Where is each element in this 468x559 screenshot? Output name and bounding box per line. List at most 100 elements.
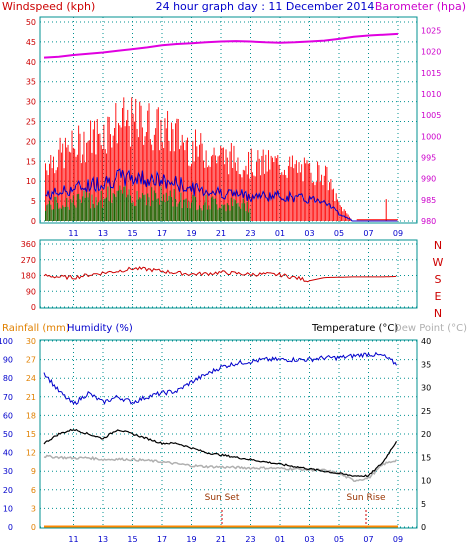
x-tick-label: 03: [304, 535, 314, 544]
humidity-tick-label: 0: [8, 523, 13, 532]
rainfall-tick-label: 30: [26, 337, 36, 346]
x-tick-label: 11: [68, 535, 78, 544]
windspeed-axis-title: Windspeed (kph): [2, 0, 95, 13]
y-tick-label: 20: [26, 137, 36, 146]
humidity-tick-label: 90: [3, 356, 13, 365]
y-tick-label: 10: [26, 177, 36, 186]
temperature-tick-label: 5: [421, 500, 426, 509]
compass-label: E: [435, 290, 442, 303]
x-tick-label: 05: [334, 535, 344, 544]
rainfall-tick-label: 27: [26, 356, 36, 365]
humidity-tick-label: 40: [3, 449, 13, 458]
temperature-tick-label: 30: [421, 384, 431, 393]
y-tick-label: 15: [26, 157, 36, 166]
x-tick-label: 15: [127, 229, 137, 238]
temperature-tick-label: 35: [421, 360, 431, 369]
y-tick-label: 45: [26, 38, 36, 47]
temperature-tick-label: 15: [421, 453, 431, 462]
x-tick-label: 07: [363, 535, 373, 544]
y-tick-label: 0: [31, 303, 36, 312]
compass-label: W: [433, 256, 444, 269]
x-tick-label: 21: [216, 229, 226, 238]
rainfall-axis-title: Rainfall (mm): [2, 323, 70, 334]
humidity-tick-label: 100: [0, 337, 13, 346]
x-tick-label: 23: [245, 229, 255, 238]
chart-title: 24 hour graph day : 11 December 2014: [156, 0, 375, 13]
rainfall-tick-label: 21: [26, 393, 36, 402]
barometer-line: [43, 32, 399, 59]
x-tick-label: 03: [304, 229, 314, 238]
humidity-tick-label: 70: [3, 393, 13, 402]
humidity-tick-label: 60: [3, 411, 13, 420]
x-tick-label: 01: [275, 535, 285, 544]
humidity-tick-label: 30: [3, 467, 13, 476]
y-tick-label: 985: [421, 196, 436, 205]
sunrise-label: Sun Rise: [347, 493, 386, 503]
temperature-tick-label: 25: [421, 407, 431, 416]
x-tick-label: 09: [393, 535, 403, 544]
temperature-axis-title: Temperature (°C): [311, 323, 398, 334]
wind-average-line: [45, 168, 398, 222]
plot-frame-2: [39, 239, 418, 309]
compass-label: N: [434, 307, 442, 320]
rainfall-tick-label: 15: [26, 430, 36, 439]
x-tick-label: 05: [334, 229, 344, 238]
humidity-tick-label: 20: [3, 486, 13, 495]
humidity-temperature-panel: 11 13 15 17 19 21 23 01 03 05 07 09 010203040506070…: [0, 337, 431, 544]
temperature-tick-label: 20: [421, 430, 431, 439]
compass-label: S: [435, 273, 442, 286]
x-tick-label: 23: [245, 535, 255, 544]
y-tick-label: 990: [421, 175, 436, 184]
humidity-tick-label: 10: [3, 504, 13, 513]
y-tick-label: 360: [21, 240, 36, 249]
temperature-tick-label: 0: [421, 523, 426, 532]
y-tick-label: 270: [21, 256, 36, 265]
y-tick-label: 90: [26, 287, 36, 296]
x-tick-label: 09: [393, 229, 403, 238]
x-tick-label: 21: [216, 535, 226, 544]
temperature-tick-label: 10: [421, 477, 431, 486]
temperature-tick-label: 40: [421, 337, 431, 346]
dewpoint-axis-title: Dew Point (°C): [394, 323, 467, 334]
rainfall-tick-label: 9: [31, 467, 36, 476]
y-tick-label: 180: [21, 272, 36, 281]
y-tick-label: 5: [31, 197, 36, 206]
rainfall-tick-label: 6: [31, 486, 36, 495]
x-tick-label: 01: [275, 229, 285, 238]
y-tick-label: 25: [26, 118, 36, 127]
x-tick-label: 19: [186, 535, 196, 544]
x-tick-label: 11: [68, 229, 78, 238]
rainfall-tick-label: 12: [26, 449, 36, 458]
wind-barometer-panel: 11 13 15 17 19 21 23 01 03 05 07 09 051015202530354…: [26, 16, 441, 238]
wind-direction-line: [43, 266, 397, 283]
humidity-tick-label: 80: [3, 374, 13, 383]
barometer-axis-title: Barometer (hpa): [375, 0, 466, 13]
rainfall-tick-label: 0: [31, 523, 36, 532]
rainfall-tick-label: 3: [31, 504, 36, 513]
x-tick-label: 17: [157, 535, 167, 544]
y-tick-label: 40: [26, 58, 36, 67]
x-tick-label: 19: [186, 229, 196, 238]
y-tick-label: 0: [31, 217, 36, 226]
y-tick-label: 980: [421, 217, 436, 226]
x-tick-label: 07: [363, 229, 373, 238]
humidity-axis-title: Humidity (%): [67, 323, 133, 334]
compass-label: N: [434, 239, 442, 252]
y-tick-label: 1010: [421, 90, 441, 99]
x-tick-label: 15: [127, 535, 137, 544]
y-tick-label: 1000: [421, 132, 441, 141]
plot-frame-1: [39, 16, 418, 224]
humidity-line: [43, 351, 397, 406]
y-tick-label: 1005: [421, 111, 441, 120]
y-tick-label: 1025: [421, 26, 441, 35]
x-tick-label: 13: [98, 229, 108, 238]
rainfall-tick-label: 24: [26, 374, 36, 383]
sunset-label: Sun Set: [205, 493, 240, 503]
x-tick-label: 13: [98, 535, 108, 544]
y-tick-label: 995: [421, 153, 436, 162]
y-tick-label: 30: [26, 98, 36, 107]
y-tick-label: 35: [26, 78, 36, 87]
y-tick-label: 1015: [421, 69, 441, 78]
y-tick-label: 1020: [421, 48, 441, 57]
